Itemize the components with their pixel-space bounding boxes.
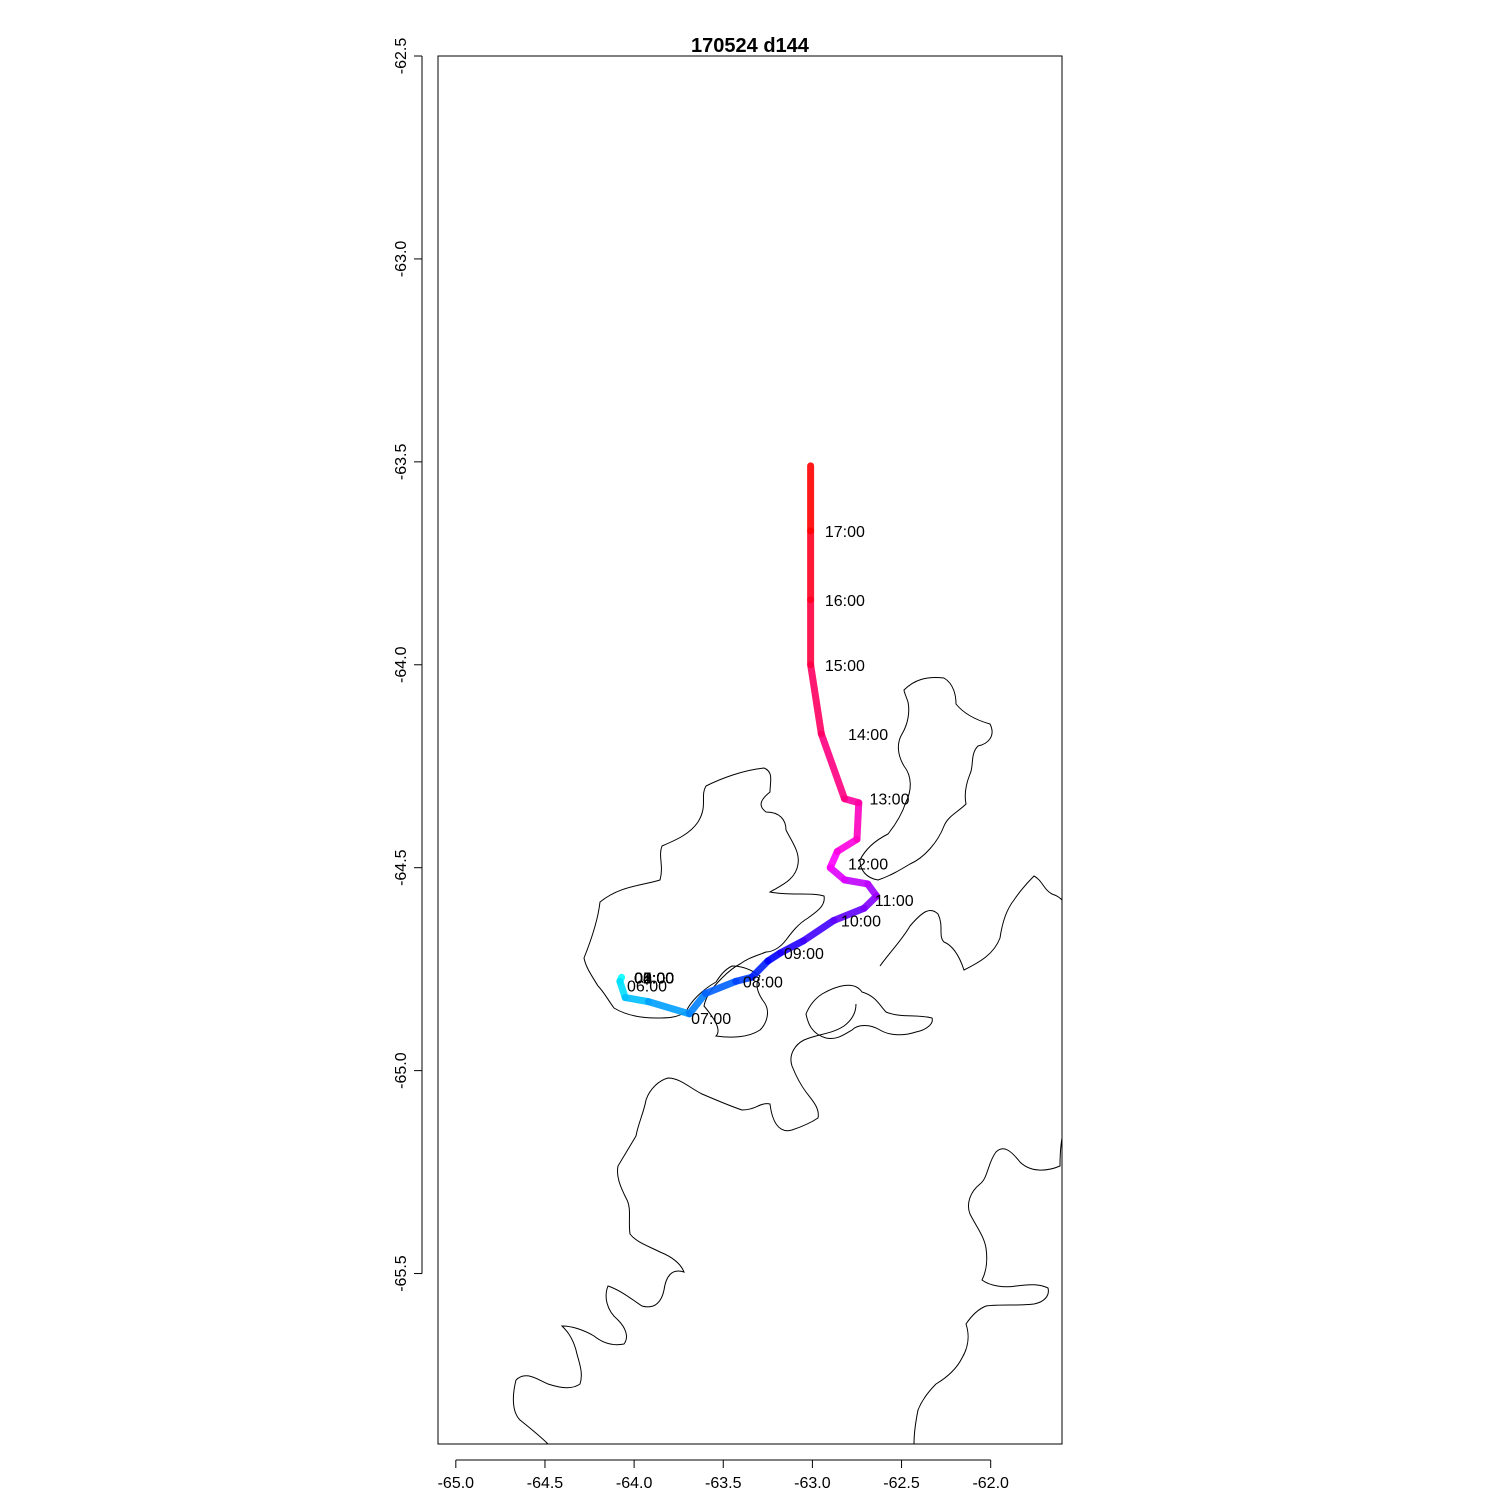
- x-tick-label: -62.5: [883, 1475, 920, 1492]
- track-segment: [853, 799, 863, 843]
- track-segment: [817, 730, 848, 803]
- track-segment: [776, 937, 807, 957]
- y-tick-label: -65.5: [393, 1255, 410, 1292]
- track-segment: [840, 876, 872, 888]
- time-label: 06:00: [627, 978, 667, 995]
- track-segment: [748, 957, 772, 981]
- track-segment: [621, 994, 652, 1006]
- time-label: 05:00: [634, 970, 674, 987]
- x-tick-label: -63.0: [794, 1475, 831, 1492]
- coastline-layer: [512, 677, 1063, 1445]
- track-segment: [644, 998, 693, 1018]
- y-tick-label: -65.0: [393, 1052, 410, 1089]
- coastline-east-fragment: [879, 875, 1063, 971]
- track-segment: [799, 916, 838, 945]
- time-label: 17:00: [825, 524, 865, 541]
- track-segment: [830, 904, 868, 924]
- time-label: 00:00: [634, 970, 674, 987]
- plot-frame: [437, 55, 1063, 1445]
- y-tick-label: -63.0: [393, 241, 410, 278]
- y-axis: -62.5 -63.0 -63.5 -64.0 -64.5 -65.0 -65.5: [393, 38, 423, 1292]
- track-segment: [701, 977, 740, 998]
- map-title: 170524 d144: [691, 35, 810, 57]
- time-label: 11:00: [875, 893, 914, 910]
- coastline-small-islet: [512, 1379, 549, 1445]
- coastline-mid-island: [805, 984, 933, 1039]
- track-segment: [807, 661, 825, 738]
- time-label: 10:00: [841, 913, 881, 930]
- time-label: 07:00: [691, 1011, 731, 1028]
- y-tick-label: -64.0: [393, 646, 410, 683]
- time-label: 03:00: [634, 970, 674, 987]
- time-label: 12:00: [848, 857, 888, 874]
- x-tick-label: -62.0: [972, 1475, 1009, 1492]
- time-label: 01:00: [634, 970, 674, 987]
- x-tick-label: -63.5: [705, 1475, 742, 1492]
- coastline-south-peninsula: [515, 1003, 857, 1389]
- time-label: 13:00: [869, 792, 909, 809]
- time-label: 15:00: [825, 658, 865, 675]
- y-tick-label: -63.5: [393, 444, 410, 481]
- y-tick-label: -62.5: [393, 38, 410, 75]
- time-label: 09:00: [784, 946, 824, 963]
- time-label: 16:00: [825, 593, 865, 610]
- coastline-south-east: [913, 1137, 1063, 1445]
- time-label: 08:00: [743, 974, 783, 991]
- x-tick-label: -64.0: [616, 1475, 653, 1492]
- track-segment: [685, 990, 709, 1018]
- x-axis: -65.0 -64.5 -64.0 -63.5 -63.0 -62.5 -62.0: [438, 1459, 1009, 1492]
- time-label: 04:00: [634, 970, 674, 987]
- time-label-layer: 17:00 16:00 15:00 14:00 13:00 12:00 11:00 10:00…: [627, 524, 914, 1028]
- x-tick-label: -65.0: [438, 1475, 475, 1492]
- time-label: 14:00: [848, 727, 888, 744]
- coastline-island-west: [583, 767, 825, 1038]
- coastline-island-east: [859, 677, 993, 881]
- y-tick-label: -64.5: [393, 849, 410, 886]
- track-segment: [833, 835, 861, 855]
- time-label: 02:00: [634, 970, 674, 987]
- x-tick-label: -64.5: [527, 1475, 564, 1492]
- track-layer: [616, 462, 881, 1018]
